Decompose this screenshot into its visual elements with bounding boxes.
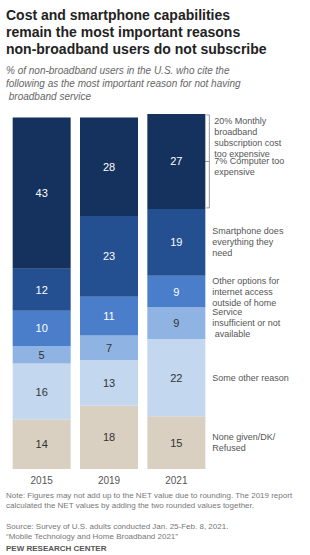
svg-text:remain the most important reas: remain the most important reasons xyxy=(6,24,244,40)
svg-text:outside of home: outside of home xyxy=(212,298,276,308)
svg-text:PEW RESEARCH CENTER: PEW RESEARCH CENTER xyxy=(6,544,107,553)
svg-text:None given/DK/: None given/DK/ xyxy=(212,432,276,442)
svg-text:2015: 2015 xyxy=(31,475,54,486)
svg-text:expensive: expensive xyxy=(214,167,255,177)
svg-text:Note: Figures may not add up t: Note: Figures may not add up to the NET … xyxy=(6,491,294,500)
svg-text:43: 43 xyxy=(36,187,48,199)
svg-text:calculated the NET values by a: calculated the NET values by adding the … xyxy=(6,501,254,510)
svg-text:broadband: broadband xyxy=(214,127,260,137)
svg-text:15: 15 xyxy=(170,437,182,449)
svg-text:2019: 2019 xyxy=(98,475,121,486)
svg-text:too expensive: too expensive xyxy=(214,148,270,159)
svg-text:available: available xyxy=(212,329,250,339)
svg-text:2021: 2021 xyxy=(165,475,188,486)
svg-text:27: 27 xyxy=(170,155,182,167)
svg-text:need: need xyxy=(212,248,232,258)
svg-text:insufficient or not: insufficient or not xyxy=(212,318,280,328)
svg-text:13: 13 xyxy=(103,377,115,389)
svg-text:9: 9 xyxy=(173,286,179,298)
svg-text:18: 18 xyxy=(103,431,115,443)
svg-text:10: 10 xyxy=(36,322,48,334)
svg-text:% of non-broadband users in th: % of non-broadband users in the U.S. who… xyxy=(6,65,232,76)
svg-text:7: 7 xyxy=(106,342,112,354)
svg-text:Some other reason: Some other reason xyxy=(212,373,289,383)
svg-text:broadband service: broadband service xyxy=(6,91,91,102)
svg-text:20% Monthly: 20% Monthly xyxy=(214,116,269,126)
svg-text:Source: Survey of U.S. adults: Source: Survey of U.S. adults conducted … xyxy=(6,522,228,531)
svg-text:subscription cost: subscription cost xyxy=(214,138,284,148)
svg-text:everything they: everything they xyxy=(212,237,276,247)
svg-text:7% Computer too: 7% Computer too xyxy=(214,156,287,166)
svg-text:Smartphone does: Smartphone does xyxy=(212,226,286,236)
svg-text:Cost and smartphone capabiliti: Cost and smartphone capabilities xyxy=(6,7,234,23)
svg-text:16: 16 xyxy=(36,386,48,398)
svg-text:9: 9 xyxy=(173,317,179,329)
svg-text:Other options for: Other options for xyxy=(212,276,282,286)
svg-text:19: 19 xyxy=(170,236,182,248)
svg-text:5: 5 xyxy=(39,349,45,361)
svg-text:22: 22 xyxy=(170,372,182,384)
svg-text:following as the most importan: following as the most important reason f… xyxy=(6,78,241,89)
svg-text:23: 23 xyxy=(103,250,115,262)
svg-text:Service: Service xyxy=(212,307,245,317)
svg-text:“Mobile Technology and Home Br: “Mobile Technology and Home Broadband 20… xyxy=(6,532,178,541)
svg-text:Refused: Refused xyxy=(212,443,246,453)
svg-text:11: 11 xyxy=(103,310,114,322)
svg-text:14: 14 xyxy=(36,438,48,450)
svg-text:28: 28 xyxy=(103,161,115,173)
svg-text:non-broadband users do not sub: non-broadband users do not subscribe xyxy=(6,41,267,57)
svg-text:12: 12 xyxy=(36,284,48,296)
svg-text:internet access: internet access xyxy=(212,287,275,297)
